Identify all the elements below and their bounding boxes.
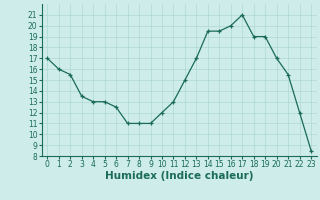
X-axis label: Humidex (Indice chaleur): Humidex (Indice chaleur) xyxy=(105,171,253,181)
